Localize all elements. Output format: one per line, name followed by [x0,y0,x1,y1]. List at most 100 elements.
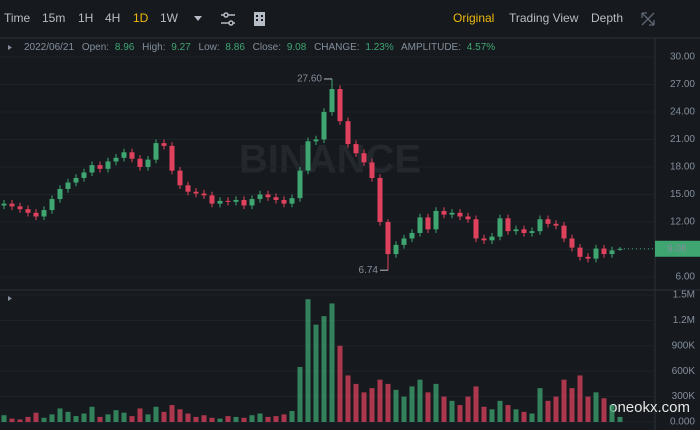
candle-body [185,185,191,192]
volume-bar [313,324,319,422]
volume-bar [537,388,543,422]
volume-bar [577,375,583,422]
volume-bar [9,418,15,422]
volume-bar [145,414,151,422]
volume-bar [393,389,399,422]
info-value: 1.23% [365,42,393,53]
watermark: BINANCE [239,138,421,182]
volume-bar [353,383,359,422]
fullscreen-icon[interactable] [641,12,655,26]
view-tab[interactable]: Depth [591,11,623,25]
candle-body [105,161,111,169]
collapse-arrow[interactable] [8,45,12,50]
volume-tick-label: 600K [672,366,696,377]
volume-bar [569,388,575,422]
candle-body [545,219,551,224]
volume-bar [417,379,423,422]
volume-bar [225,416,231,422]
last-price-badge [655,240,700,257]
volume-bar [497,400,503,422]
volume-tick-label: 900K [672,340,696,351]
volume-bar [17,419,23,422]
candle-body [49,199,55,211]
candle-body [1,203,7,206]
interval[interactable]: 15m [42,11,65,25]
candle-body [161,143,167,146]
view-tab[interactable]: Original [453,11,494,25]
interval[interactable]: 1D [133,11,149,25]
volume-bar [609,405,615,422]
volume-bar [505,405,511,422]
volume-bar [513,409,519,422]
candle-body [337,89,343,122]
volume-bar [97,416,103,422]
volume-bar [473,386,479,422]
volume-bar [113,410,119,422]
candle-body [201,193,207,196]
volume-bar [617,416,623,422]
candle-body [601,248,607,255]
volume-bar [553,396,559,422]
info-label: Open: [82,42,109,53]
candle-body [497,218,503,237]
candle-body [65,182,71,189]
volume-bar [361,392,367,422]
indicator-icon[interactable] [254,12,265,26]
candle-body [17,206,23,210]
volume-bar [529,413,535,422]
volume-bar [57,408,63,422]
candle-body [265,194,271,198]
volume-tick-label: 0.000 [670,417,695,428]
volume-bar [337,345,343,422]
interval[interactable]: Time [4,11,31,25]
interval[interactable]: 4H [105,11,120,25]
volume-bar [153,406,159,422]
candle-body [345,121,351,145]
candle-body [561,225,567,239]
candle-body [25,209,31,213]
candle-body [425,217,431,230]
volume-bar [265,416,271,422]
candle-body [617,248,623,250]
volume-tick-label: 1.2M [673,315,695,326]
volume-bar [89,406,95,422]
volume-bar [401,396,407,422]
volume-bar [385,383,391,422]
info-label: Low: [199,42,220,53]
info-value: 8.96 [115,42,135,53]
dropdown[interactable] [194,16,202,21]
interval[interactable]: 1H [78,11,93,25]
volume-bar [209,417,215,422]
candle-body [225,200,231,202]
volume-bar [105,414,111,422]
volume-bar [241,417,247,422]
candle-body [385,221,391,255]
candle-body [537,219,543,232]
date: 2022/06/21 [24,42,74,53]
view-tab[interactable]: Trading View [509,11,579,25]
candle-body [569,238,575,248]
settings-icon[interactable] [221,12,235,26]
candle-body [329,89,335,112]
volume-bar [73,416,79,422]
volume-bar [121,412,127,422]
volume-tick-label: 300K [672,391,696,402]
candle-body [313,139,319,142]
candle-body [505,218,511,232]
candle-body [441,210,447,215]
y-tick-label: 15.00 [670,189,695,200]
info-label: Close: [253,42,281,53]
volume-bar [281,414,287,422]
candle-body [57,188,63,200]
volume-bar [457,405,463,422]
volume-bar [41,417,47,422]
interval[interactable]: 1W [160,11,179,25]
collapse-arrow[interactable] [8,296,12,301]
volume-bar [161,411,167,422]
volume-bar [25,416,31,422]
candle-body [377,177,383,222]
candle-body [473,219,479,239]
candle-body [609,250,615,255]
volume-bar [65,411,71,422]
